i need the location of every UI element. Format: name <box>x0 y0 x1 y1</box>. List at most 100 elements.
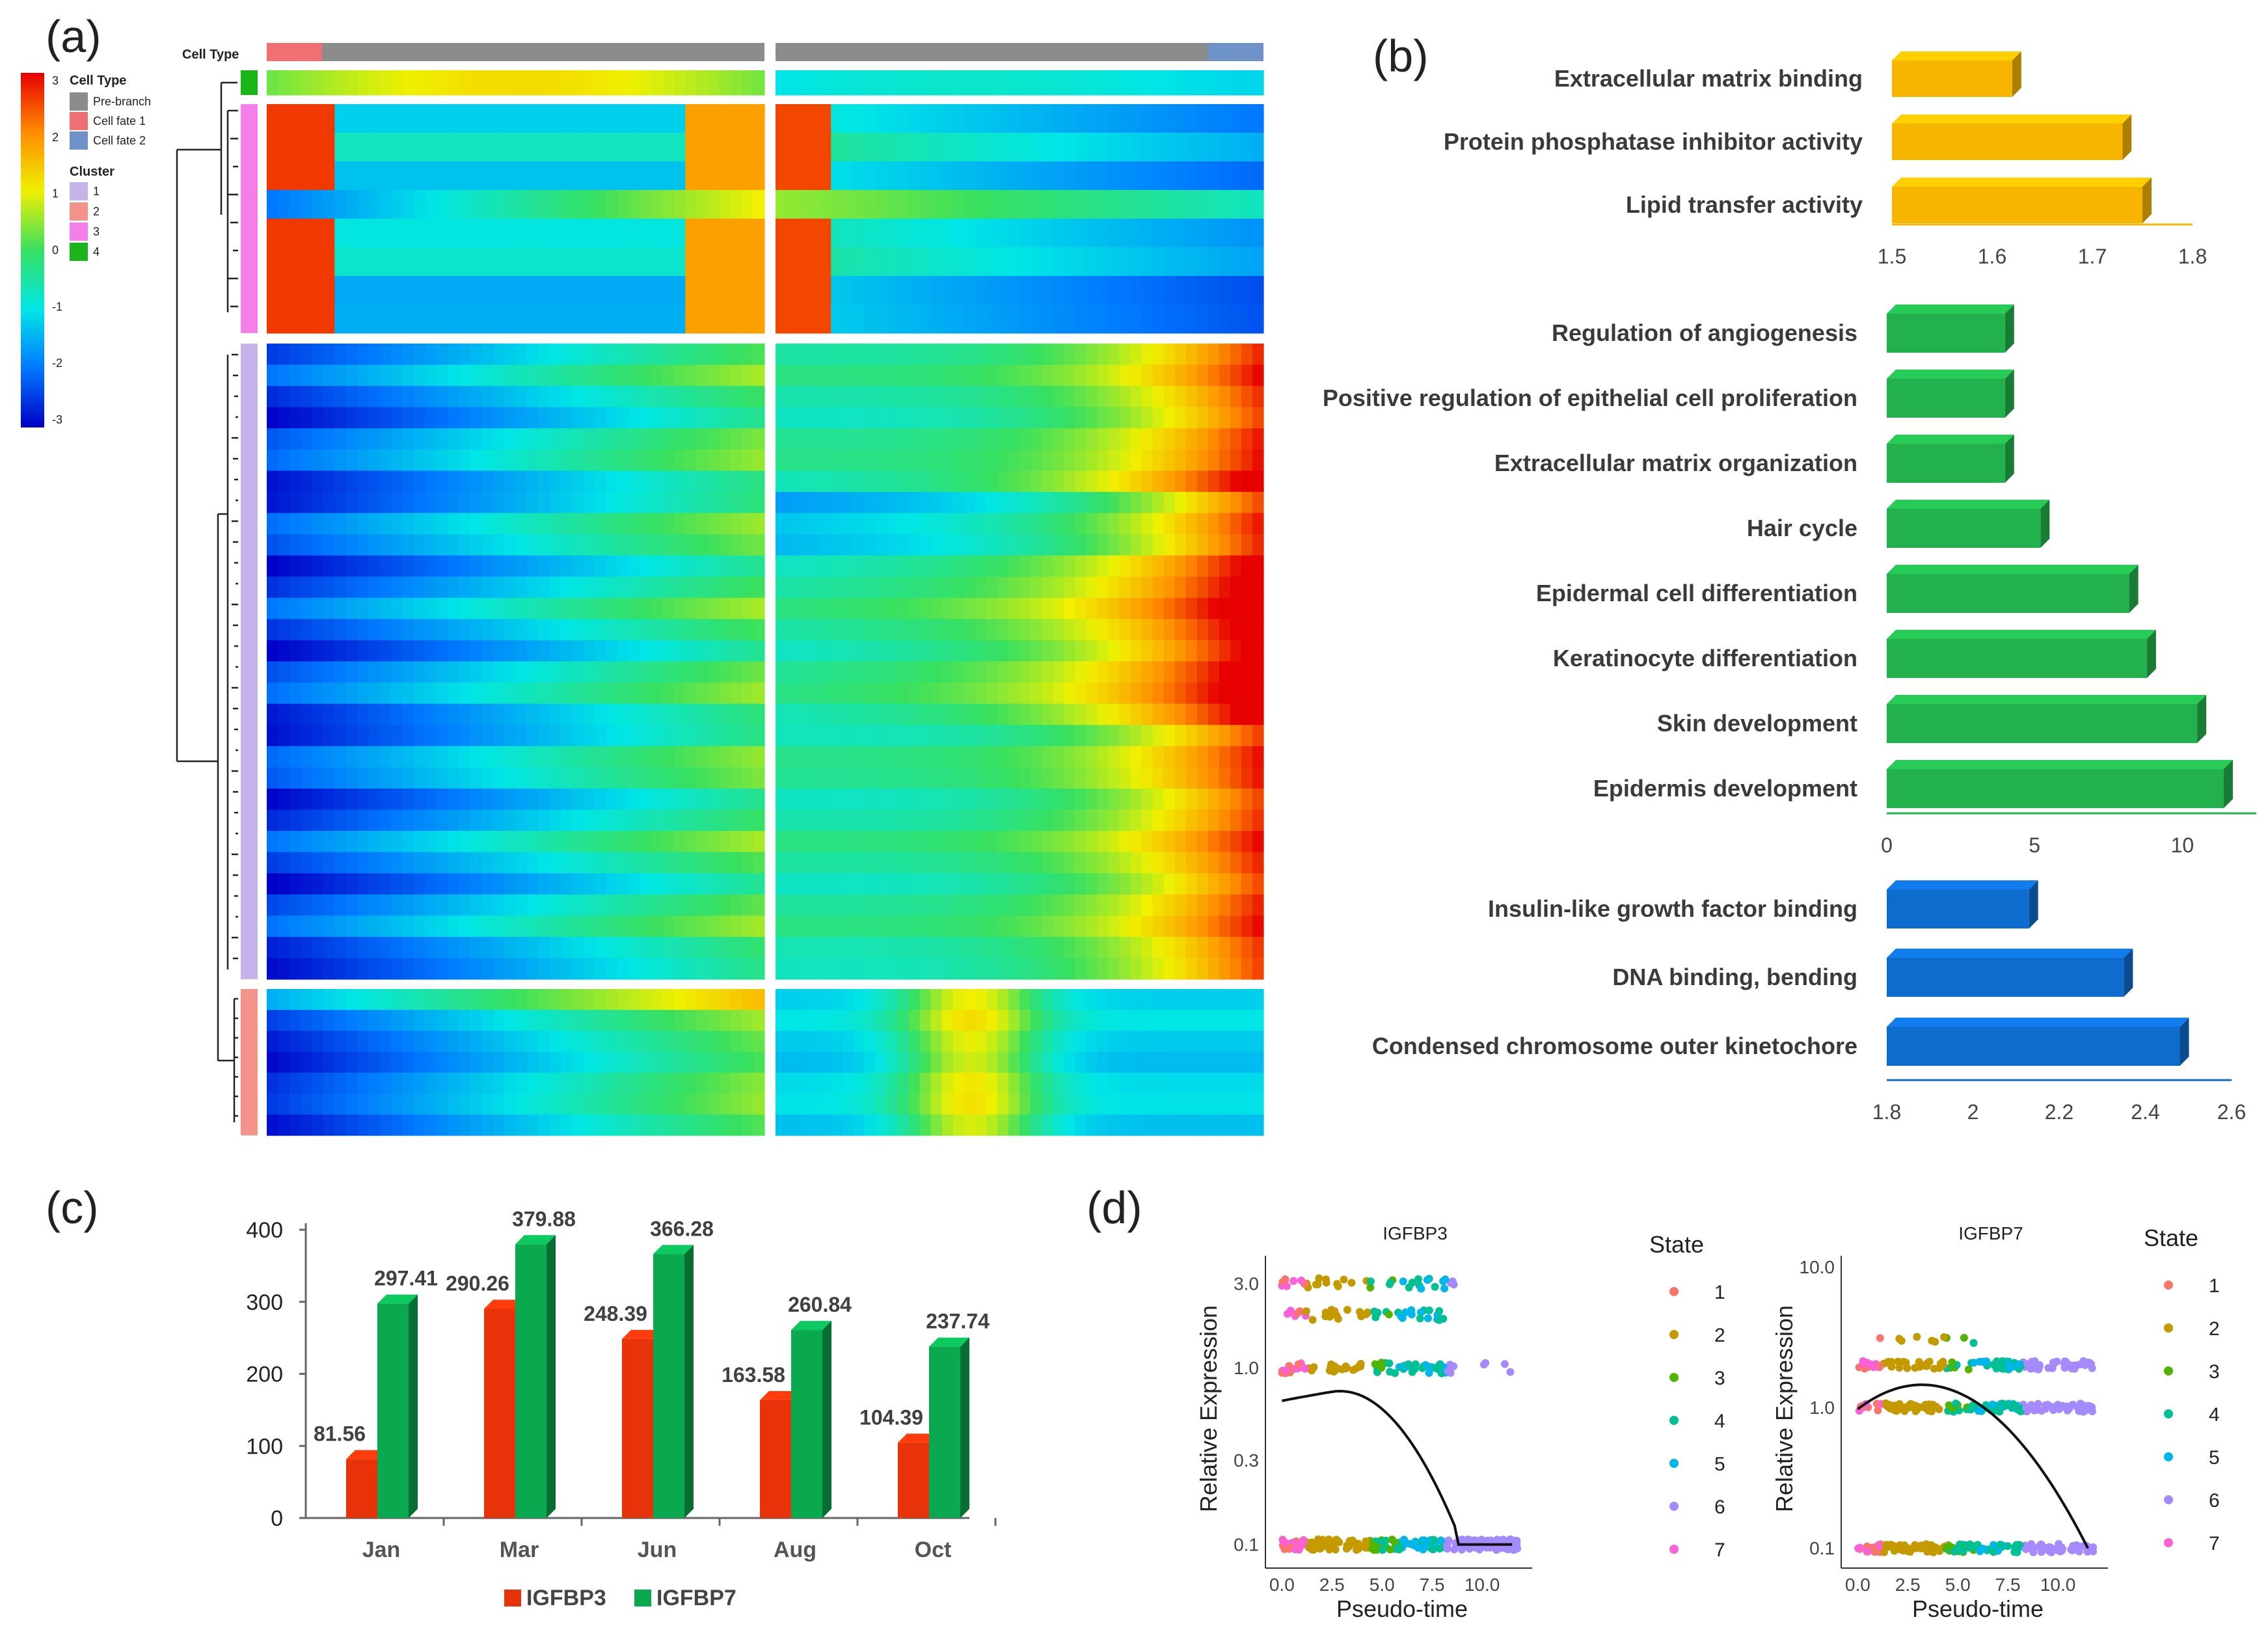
d-x-tick: 0.0 <box>1269 1575 1295 1595</box>
heatmap-cell <box>1164 1115 1176 1136</box>
heatmap-cell <box>942 344 954 365</box>
heatmap-cell <box>572 873 584 895</box>
d-legend-swatch <box>1669 1330 1679 1339</box>
heatmap-cell <box>425 895 437 916</box>
heatmap-cell <box>459 576 471 598</box>
heatmap-cell <box>920 305 932 334</box>
heatmap-cell <box>493 133 505 162</box>
heatmap-cell <box>964 958 976 979</box>
heatmap-cell <box>685 895 697 916</box>
heatmap-cell <box>697 70 709 96</box>
heatmap-cell <box>640 1010 652 1031</box>
heatmap-cell <box>1219 640 1231 662</box>
heatmap-cell <box>561 344 573 365</box>
heatmap-cell <box>798 1073 809 1094</box>
go-axis-tick: 1.6 <box>1978 245 2006 268</box>
heatmap-cell <box>975 937 987 958</box>
heatmap-cell <box>312 1115 324 1136</box>
heatmap-cell <box>403 683 414 704</box>
heatmap-cell <box>1019 915 1031 937</box>
heatmap-cell <box>425 767 437 789</box>
heatmap-cell <box>798 247 809 277</box>
heatmap-cell <box>493 704 505 725</box>
heatmap-cell <box>731 598 742 619</box>
heatmap-cell <box>1086 895 1098 916</box>
heatmap-cell <box>1142 662 1154 683</box>
heatmap-cell <box>628 104 640 133</box>
heatmap-cell <box>448 1115 459 1136</box>
heatmap-cell <box>459 873 471 895</box>
heatmap-cell <box>459 556 471 577</box>
heatmap-cell <box>742 789 753 810</box>
heatmap-cell <box>997 852 1009 874</box>
heatmap-cell <box>504 831 516 852</box>
heatmap-cell <box>697 1115 709 1136</box>
heatmap-cell <box>997 513 1009 535</box>
heatmap-cell <box>1130 492 1142 513</box>
heatmap-cell <box>346 365 358 386</box>
heatmap-cell <box>886 746 898 768</box>
heatmap-cell <box>1208 989 1220 1010</box>
heatmap-cell <box>1142 556 1154 577</box>
heatmap-cell <box>267 662 278 683</box>
heatmap-cell <box>1175 428 1187 450</box>
heatmap-cell <box>719 852 731 874</box>
heatmap-cell <box>1208 895 1220 916</box>
heatmap-cell <box>493 640 505 662</box>
heatmap-cell <box>595 704 606 725</box>
heatmap-cell <box>437 70 448 96</box>
heatmap-cell <box>787 247 798 277</box>
heatmap-cell <box>391 133 403 162</box>
heatmap-cell <box>898 1031 910 1052</box>
heatmap-cell <box>753 831 765 852</box>
heatmap-cell <box>640 470 652 492</box>
heatmap-cell <box>697 619 709 640</box>
heatmap-cell <box>357 470 369 492</box>
heatmap-cell <box>1064 450 1075 471</box>
heatmap-cell <box>886 576 898 598</box>
go-bar-face <box>1887 574 2129 613</box>
heatmap-cell <box>776 513 787 535</box>
heatmap-cell <box>481 662 493 683</box>
go-term-label: Positive regulation of epithelial cell p… <box>1323 385 1857 411</box>
heatmap-cell <box>1142 104 1154 133</box>
d-point <box>1379 1546 1386 1554</box>
heatmap-cell <box>572 386 584 407</box>
heatmap-cell <box>997 767 1009 789</box>
heatmap-cell <box>853 556 865 577</box>
heatmap-cell <box>776 70 787 96</box>
heatmap-cell <box>470 190 482 219</box>
heatmap-cell <box>875 70 887 96</box>
heatmap-cell <box>1086 407 1098 429</box>
heatmap-cell <box>1130 344 1142 365</box>
heatmap-cell <box>606 133 618 162</box>
heatmap-cell <box>685 809 697 831</box>
heatmap-cell <box>697 640 709 662</box>
heatmap-cell <box>1064 852 1075 874</box>
heatmap-cell <box>853 576 865 598</box>
heatmap-cell <box>640 513 652 535</box>
heatmap-cell <box>380 407 392 429</box>
heatmap-cell <box>391 190 403 219</box>
heatmap-cell <box>470 492 482 513</box>
heatmap-cell <box>731 1073 742 1094</box>
heatmap-cell <box>572 1051 584 1073</box>
heatmap-cell <box>516 1010 528 1031</box>
heatmap-cell <box>267 534 278 556</box>
heatmap-cell <box>290 219 301 248</box>
heatmap-cell <box>550 513 561 535</box>
heatmap-cell <box>1186 1115 1198 1136</box>
heatmap-cell <box>640 247 652 277</box>
heatmap-cell <box>997 70 1009 96</box>
heatmap-cell <box>1108 1010 1120 1031</box>
heatmap-cell <box>290 70 301 96</box>
heatmap-cell <box>640 915 652 937</box>
heatmap-cell <box>798 873 809 895</box>
heatmap-cell <box>875 344 887 365</box>
heatmap-cell <box>798 190 809 219</box>
heatmap-cell <box>640 809 652 831</box>
heatmap-cell <box>831 640 843 662</box>
heatmap-cell <box>931 365 943 386</box>
heatmap-cell <box>403 133 414 162</box>
heatmap-cell <box>312 386 324 407</box>
